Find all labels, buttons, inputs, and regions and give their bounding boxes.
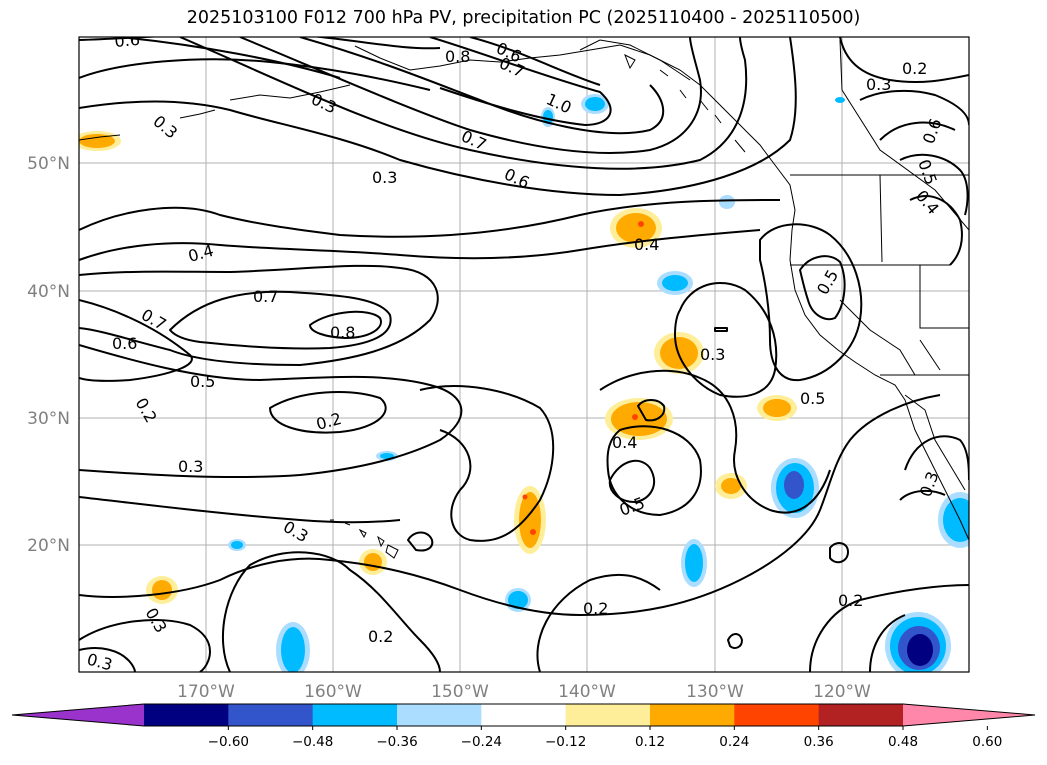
colorbar-outline	[11, 703, 1036, 727]
contour-label: 0.3	[700, 345, 725, 364]
lon-tick-label: 140°W	[558, 682, 616, 702]
contour-label: 0.2	[368, 627, 393, 646]
contour-label: 0.3	[85, 650, 115, 675]
precip-blob	[581, 94, 609, 114]
contour-label: 0.4	[634, 235, 659, 254]
precip-blob	[757, 395, 797, 421]
colorbar-tick-label: 0.60	[972, 734, 1002, 750]
precip-blob	[610, 208, 662, 248]
lon-tick-label: 160°W	[304, 682, 362, 702]
colorbar-tick-label: −0.24	[461, 734, 502, 750]
lat-tick-label: 30°N	[27, 409, 70, 429]
colorbar-tick-label: 0.24	[719, 734, 749, 750]
contour-label: 0.3	[178, 457, 203, 476]
colorbar-tick-label: −0.60	[208, 734, 249, 750]
chart-title: 2025103100 F012 700 hPa PV, precipitatio…	[186, 8, 861, 28]
precip-blob	[359, 549, 387, 575]
colorbar-segment	[818, 704, 904, 726]
precip-blob	[681, 539, 707, 587]
contour-label: 0.5	[190, 372, 215, 391]
islands	[330, 39, 746, 559]
lon-tick-label: 170°W	[177, 682, 235, 702]
contour-label: 0.3	[372, 168, 397, 187]
precip-blob	[938, 492, 969, 548]
precip-blob	[719, 195, 735, 209]
contour-label: 0.8	[445, 47, 470, 66]
colorbar-tick-label: −0.48	[292, 734, 333, 750]
lat-tick-label: 40°N	[27, 282, 70, 302]
map-area	[79, 37, 969, 672]
contour-label: 0.8	[330, 323, 355, 342]
precip-blob	[276, 622, 310, 672]
colorbar-segment	[481, 704, 567, 726]
precip-blob	[146, 576, 178, 604]
contour-label: 0.6	[114, 30, 141, 51]
colorbar-segment	[312, 704, 398, 726]
colorbar-tick-label: 0.36	[804, 734, 834, 750]
colorbar-segment	[650, 704, 735, 726]
precip-blob	[771, 458, 819, 518]
contour-label: 0.4	[612, 433, 637, 452]
contour-label: 0.3	[866, 75, 891, 94]
pv-contours	[79, 37, 969, 672]
colorbar-segment	[565, 704, 651, 726]
contour-label: 0.6	[112, 334, 137, 353]
contour-label: 0.5	[800, 389, 825, 408]
contour-label: 0.2	[902, 59, 927, 78]
longitude-tick-labels: 170°W 160°W 150°W 140°W 130°W 120°W	[177, 682, 871, 702]
precip-blob	[657, 271, 693, 295]
precip-blob	[79, 131, 121, 151]
map-frame	[78, 36, 970, 673]
lat-tick-label: 20°N	[27, 536, 70, 556]
contour-label: 0.7	[253, 287, 278, 306]
colorbar-tick-label: 0.12	[635, 734, 665, 750]
latitude-tick-labels: 50°N 40°N 30°N 20°N	[27, 154, 70, 556]
contour-label: 0.2	[838, 591, 863, 610]
lon-tick-label: 130°W	[686, 682, 744, 702]
precip-blob	[835, 97, 845, 103]
colorbar-tick-label: −0.12	[545, 734, 586, 750]
lat-tick-label: 50°N	[27, 154, 70, 174]
colorbar-segment	[144, 704, 229, 726]
precip-blob	[885, 612, 951, 672]
lon-tick-label: 120°W	[813, 682, 871, 702]
colorbar-tick-label: −0.36	[376, 734, 417, 750]
colorbar-extend-max	[903, 704, 1035, 726]
colorbar-tick-label: 0.48	[888, 734, 918, 750]
colorbar-extend-min	[12, 704, 144, 726]
lon-tick-label: 150°W	[431, 682, 489, 702]
colorbar-segment	[734, 704, 820, 726]
colorbar-segment	[228, 704, 314, 726]
colorbar: −0.60 −0.48 −0.36 −0.24 −0.12 0.12 0.24 0.36 0.4…	[11, 703, 1036, 750]
colorbar-segment	[397, 704, 482, 726]
contour-label: 0.2	[583, 599, 608, 618]
precip-blob	[228, 539, 246, 551]
